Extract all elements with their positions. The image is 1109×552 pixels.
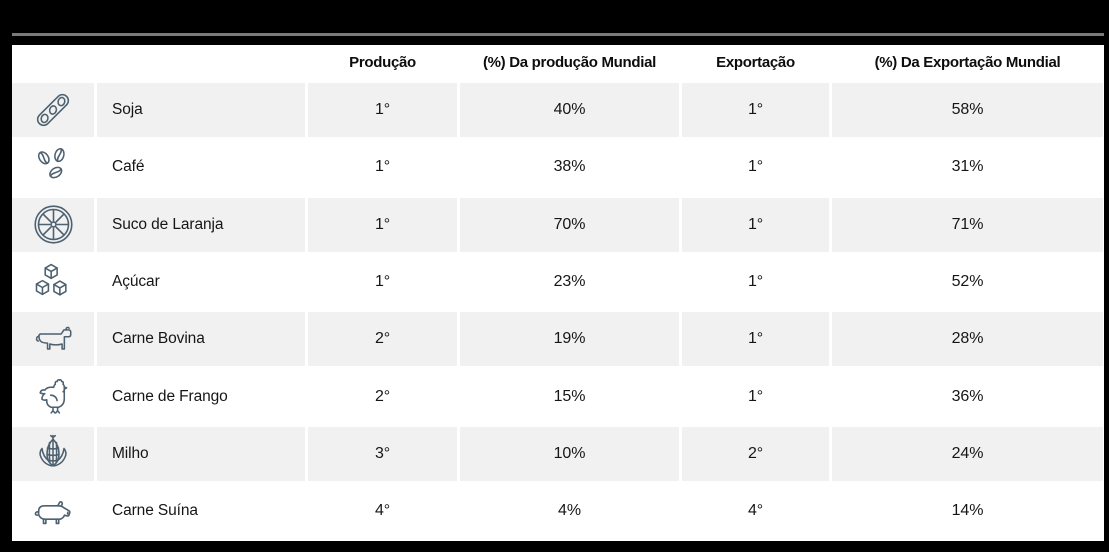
cell-pct-exportacao: 52% (832, 254, 1103, 310)
cell-producao: 1° (308, 197, 457, 252)
cell-pct-exportacao: 58% (832, 83, 1103, 138)
cell-exportacao: 1° (682, 369, 829, 424)
coffee-beans-icon (12, 140, 94, 195)
cell-pct-producao: 38% (460, 140, 679, 195)
top-divider-rule (12, 33, 1104, 36)
commodities-ranking-table: Produção (%) Da produção Mundial Exporta… (12, 45, 1104, 541)
header-exportacao: Exportação (682, 45, 829, 80)
cell-pct-producao: 19% (460, 312, 679, 367)
corn-icon (12, 426, 94, 482)
product-label: Café (97, 140, 305, 195)
cell-pct-exportacao: 14% (832, 484, 1103, 539)
header-producao: Produção (308, 45, 457, 80)
cell-pct-exportacao: 24% (832, 426, 1103, 482)
cell-pct-producao: 10% (460, 426, 679, 482)
header-pct-producao: (%) Da produção Mundial (460, 45, 679, 80)
orange-slice-icon (12, 197, 94, 252)
product-label: Suco de Laranja (97, 197, 305, 252)
cell-producao: 4° (308, 484, 457, 539)
rooster-icon (12, 369, 94, 424)
cell-producao: 2° (308, 369, 457, 424)
cell-producao: 1° (308, 83, 457, 138)
sugar-cubes-icon (12, 254, 94, 310)
product-label: Milho (97, 426, 305, 482)
pig-icon (12, 484, 94, 539)
cell-pct-producao: 40% (460, 83, 679, 138)
cell-exportacao: 1° (682, 140, 829, 195)
header-icon-spacer (12, 45, 94, 80)
cell-pct-exportacao: 28% (832, 312, 1103, 367)
cell-exportacao: 1° (682, 312, 829, 367)
product-label: Carne Bovina (97, 312, 305, 367)
header-pct-exportacao: (%) Da Exportação Mundial (832, 45, 1103, 80)
cell-pct-exportacao: 71% (832, 197, 1103, 252)
cow-icon (12, 312, 94, 367)
cell-exportacao: 4° (682, 484, 829, 539)
product-label: Carne Suína (97, 484, 305, 539)
cell-producao: 1° (308, 140, 457, 195)
cell-exportacao: 1° (682, 83, 829, 138)
cell-pct-producao: 15% (460, 369, 679, 424)
cell-exportacao: 1° (682, 197, 829, 252)
product-label: Carne de Frango (97, 369, 305, 424)
cell-pct-producao: 70% (460, 197, 679, 252)
cell-producao: 1° (308, 254, 457, 310)
cell-pct-producao: 4% (460, 484, 679, 539)
cell-producao: 3° (308, 426, 457, 482)
cell-pct-producao: 23% (460, 254, 679, 310)
soybean-icon (12, 83, 94, 138)
cell-pct-exportacao: 31% (832, 140, 1103, 195)
product-label: Açúcar (97, 254, 305, 310)
header-product-spacer (97, 45, 305, 80)
product-label: Soja (97, 83, 305, 138)
cell-producao: 2° (308, 312, 457, 367)
cell-exportacao: 2° (682, 426, 829, 482)
cell-pct-exportacao: 36% (832, 369, 1103, 424)
cell-exportacao: 1° (682, 254, 829, 310)
